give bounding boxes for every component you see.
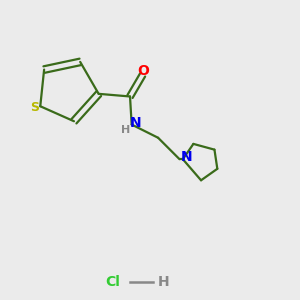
Text: N: N xyxy=(130,116,142,130)
Text: S: S xyxy=(30,101,39,114)
Text: O: O xyxy=(138,64,149,78)
Text: Cl: Cl xyxy=(105,275,120,289)
Text: N: N xyxy=(181,150,193,164)
Text: H: H xyxy=(121,125,130,136)
Text: H: H xyxy=(158,275,169,289)
